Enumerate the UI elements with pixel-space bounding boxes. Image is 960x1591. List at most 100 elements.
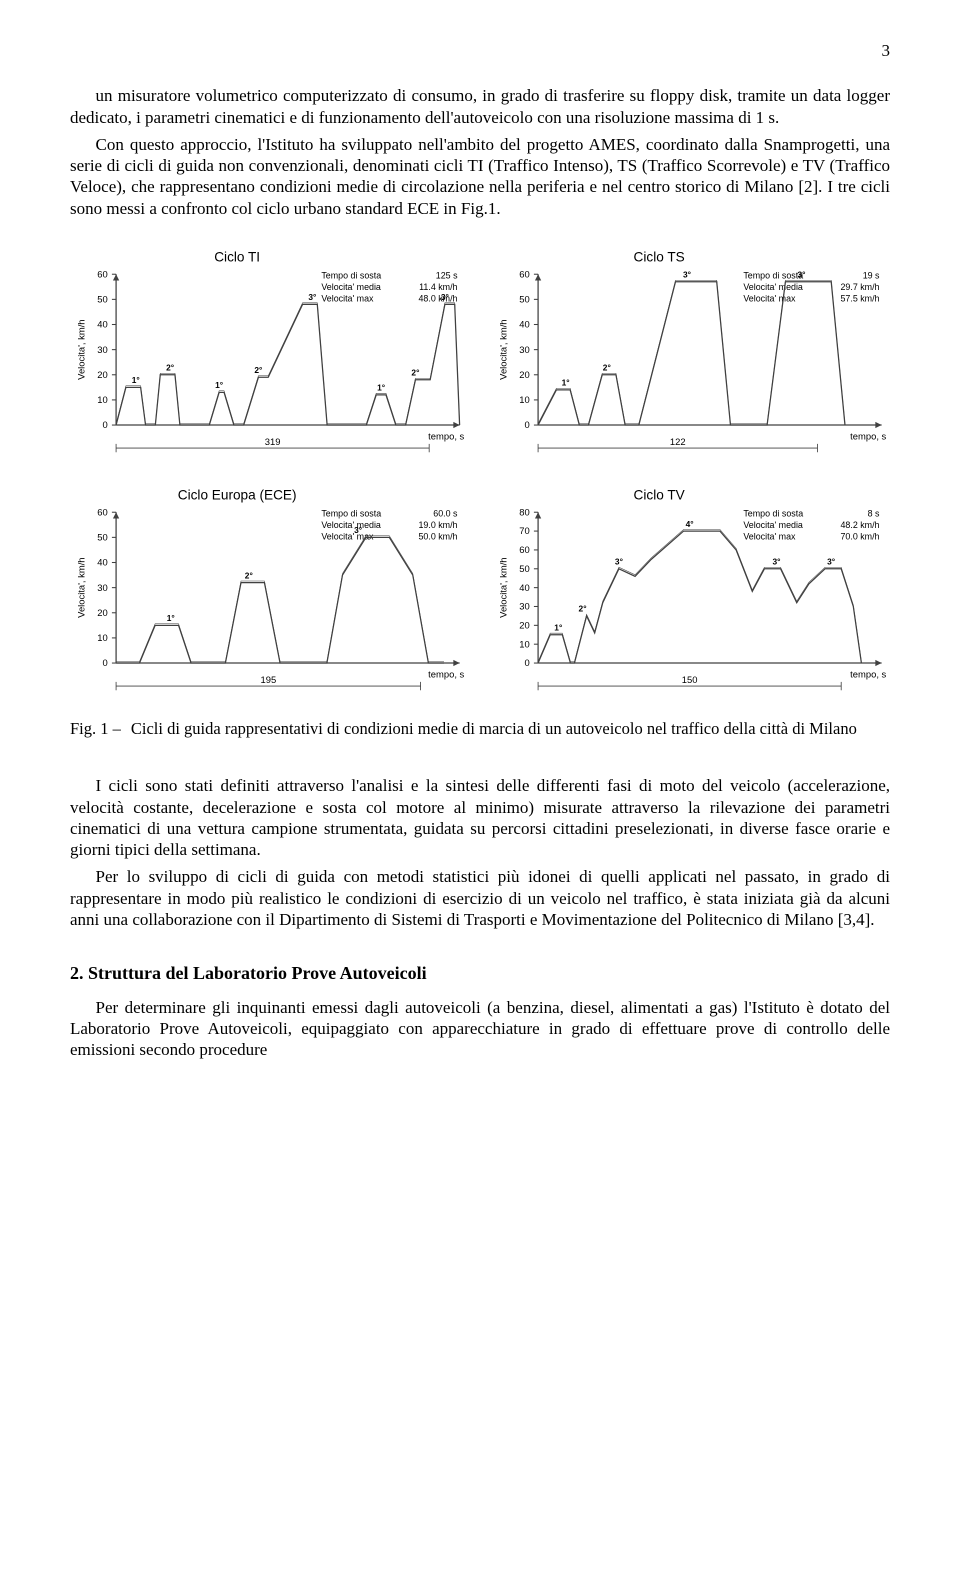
- svg-text:tempo, s: tempo, s: [428, 430, 464, 441]
- svg-text:70: 70: [519, 525, 529, 536]
- svg-text:Tempo di sosta: Tempo di sosta: [743, 508, 803, 518]
- svg-text:0: 0: [102, 657, 107, 668]
- svg-text:60: 60: [519, 268, 529, 279]
- svg-text:70.0 km/h: 70.0 km/h: [840, 531, 879, 541]
- paragraph-2: Con questo approccio, l'Istituto ha svil…: [70, 134, 890, 219]
- svg-text:tempo, s: tempo, s: [850, 430, 886, 441]
- svg-text:19.0 km/h: 19.0 km/h: [418, 520, 457, 530]
- svg-text:50.0 km/h: 50.0 km/h: [418, 531, 457, 541]
- paragraph-4: Per lo sviluppo di cicli di guida con me…: [70, 866, 890, 930]
- svg-text:10: 10: [97, 394, 107, 405]
- svg-text:2°: 2°: [245, 570, 253, 580]
- svg-text:Velocita' max: Velocita' max: [743, 293, 796, 303]
- svg-text:Velocita', km/h: Velocita', km/h: [498, 319, 509, 379]
- svg-text:20: 20: [97, 369, 107, 380]
- chart-ciclo-ts: Ciclo TSTempo di sosta19 sVelocita' medi…: [492, 247, 890, 467]
- paragraph-5: Per determinare gli inquinanti emessi da…: [70, 997, 890, 1061]
- svg-text:319: 319: [265, 436, 281, 447]
- svg-text:60.0 s: 60.0 s: [433, 508, 458, 518]
- svg-text:30: 30: [97, 344, 107, 355]
- svg-text:3°: 3°: [615, 556, 623, 566]
- svg-text:10: 10: [519, 394, 529, 405]
- svg-text:10: 10: [97, 632, 107, 643]
- svg-text:40: 40: [97, 556, 107, 567]
- svg-text:10: 10: [519, 638, 529, 649]
- svg-text:2°: 2°: [411, 367, 419, 377]
- svg-text:48.2 km/h: 48.2 km/h: [840, 520, 879, 530]
- svg-text:2°: 2°: [254, 365, 262, 375]
- svg-text:125 s: 125 s: [436, 270, 458, 280]
- paragraph-3: I cicli sono stati definiti attraverso l…: [70, 775, 890, 860]
- svg-text:Velocita', km/h: Velocita', km/h: [76, 557, 87, 617]
- chart-ciclo-ti: Ciclo TI Tempo di sosta 125 s Velocita' med…: [70, 247, 468, 467]
- svg-text:Ciclo TS: Ciclo TS: [634, 249, 685, 264]
- svg-text:50: 50: [519, 563, 529, 574]
- svg-text:60: 60: [519, 544, 529, 555]
- svg-text:8 s: 8 s: [868, 508, 880, 518]
- svg-text:50: 50: [97, 531, 107, 542]
- svg-text:150: 150: [682, 674, 698, 685]
- svg-text:Velocita' media: Velocita' media: [321, 520, 381, 530]
- svg-text:60: 60: [97, 506, 107, 517]
- svg-text:3°: 3°: [827, 556, 835, 566]
- svg-text:Ciclo Europa (ECE): Ciclo Europa (ECE): [178, 487, 297, 502]
- svg-text:Velocita' media: Velocita' media: [321, 282, 381, 292]
- svg-text:1°: 1°: [554, 622, 562, 632]
- svg-text:195: 195: [260, 674, 276, 685]
- svg-text:Velocita' max: Velocita' max: [321, 531, 374, 541]
- svg-text:Ciclo TV: Ciclo TV: [634, 487, 686, 502]
- svg-text:0: 0: [524, 657, 529, 668]
- svg-text:Velocita' media: Velocita' media: [743, 282, 803, 292]
- chart-ciclo-ece: Ciclo Europa (ECE) Tempo di sosta 60.0 s Ve…: [70, 485, 468, 705]
- page-number: 3: [70, 40, 890, 61]
- svg-text:Velocita' media: Velocita' media: [743, 520, 803, 530]
- svg-text:30: 30: [97, 581, 107, 592]
- svg-text:4°: 4°: [686, 519, 694, 529]
- section-2-heading: 2. Struttura del Laboratorio Prove Autov…: [70, 962, 890, 985]
- svg-text:Velocita' max: Velocita' max: [321, 293, 374, 303]
- figure-1-text: Cicli di guida rappresentativi di condiz…: [131, 719, 857, 740]
- svg-text:122: 122: [670, 436, 686, 447]
- svg-text:48.0 km/h: 48.0 km/h: [418, 293, 457, 303]
- svg-text:2°: 2°: [579, 603, 587, 613]
- svg-text:3°: 3°: [683, 269, 691, 279]
- figure-1-caption: Fig. 1 – Cicli di guida rappresentativi …: [70, 719, 890, 740]
- svg-text:40: 40: [519, 581, 529, 592]
- svg-text:2°: 2°: [603, 362, 611, 372]
- svg-text:29.7 km/h: 29.7 km/h: [840, 282, 879, 292]
- svg-text:19 s: 19 s: [863, 270, 880, 280]
- svg-text:Ciclo TI: Ciclo TI: [214, 249, 260, 264]
- svg-text:2°: 2°: [166, 362, 174, 372]
- svg-text:20: 20: [519, 369, 529, 380]
- svg-text:Velocita', km/h: Velocita', km/h: [498, 557, 509, 617]
- svg-text:1°: 1°: [215, 380, 223, 390]
- svg-text:Tempo di sosta: Tempo di sosta: [321, 270, 381, 280]
- figure-1-number: Fig. 1 –: [70, 719, 121, 740]
- svg-text:11.4 km/h: 11.4 km/h: [419, 282, 457, 292]
- svg-text:Tempo di sosta: Tempo di sosta: [321, 508, 381, 518]
- svg-text:3°: 3°: [797, 269, 805, 279]
- svg-text:Velocita' max: Velocita' max: [743, 531, 796, 541]
- svg-text:20: 20: [97, 607, 107, 618]
- paragraph-1: un misuratore volumetrico computerizzato…: [70, 85, 890, 128]
- svg-text:3°: 3°: [354, 525, 362, 535]
- svg-text:3°: 3°: [308, 292, 316, 302]
- svg-text:0: 0: [524, 419, 529, 430]
- svg-text:80: 80: [519, 506, 529, 517]
- svg-text:Velocita', km/h: Velocita', km/h: [76, 319, 87, 379]
- svg-text:tempo, s: tempo, s: [850, 668, 886, 679]
- svg-text:40: 40: [519, 318, 529, 329]
- chart-ciclo-tv: Ciclo TV Tempo di sosta 8 s Velocita' media…: [492, 485, 890, 705]
- svg-text:1°: 1°: [377, 382, 385, 392]
- svg-text:1°: 1°: [562, 377, 570, 387]
- svg-text:30: 30: [519, 600, 529, 611]
- svg-text:1°: 1°: [132, 375, 140, 385]
- svg-text:57.5 km/h: 57.5 km/h: [840, 293, 879, 303]
- svg-text:3°: 3°: [441, 292, 449, 302]
- figure-1: Ciclo TI Tempo di sosta 125 s Velocita' med…: [70, 247, 890, 740]
- svg-text:60: 60: [97, 268, 107, 279]
- svg-text:40: 40: [97, 318, 107, 329]
- svg-text:3°: 3°: [773, 556, 781, 566]
- svg-text:50: 50: [519, 293, 529, 304]
- svg-text:tempo, s: tempo, s: [428, 668, 464, 679]
